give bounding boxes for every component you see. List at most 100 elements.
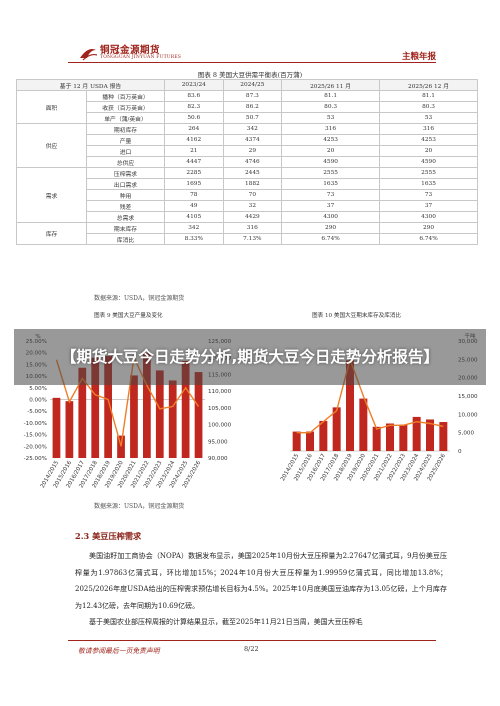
- table-cell: 80.3: [379, 101, 478, 113]
- y-tick-label: -20.00%: [24, 444, 47, 450]
- table-cell: 53: [281, 112, 381, 124]
- production-bar: [181, 361, 190, 458]
- table-cell: 37: [281, 200, 381, 212]
- table-item-cell: 压榨需求: [86, 167, 165, 179]
- y2-tick-label: 105,000: [208, 406, 232, 412]
- table-cell: 50.6: [164, 112, 224, 124]
- table-cell: 87.3: [222, 90, 283, 102]
- ending-stock-chart: 千吨05,00010,00015,00020,00025,00030,00020…: [280, 332, 478, 482]
- ending-stock-bar: [372, 426, 381, 451]
- table-item-cell: 单产（蒲/英亩）: [86, 112, 165, 124]
- section-heading: 2.3 美豆压榨需求: [75, 531, 142, 541]
- table-row: 收获（百万英亩） 82.3 86.2 80.3 80.3: [17, 101, 478, 113]
- table-row: 出口需求 1695 1882 1635 1635: [17, 178, 478, 190]
- table-group-cell: 供应: [16, 123, 87, 168]
- table-cell: 6.74%: [379, 233, 478, 245]
- table-item-cell: 总供应: [86, 156, 165, 168]
- source-note: 数据来源：USDA，铜冠金源期货: [94, 295, 185, 302]
- ending-stock-bar: [319, 420, 328, 451]
- table-cell: 4429: [222, 211, 283, 223]
- table-cell: 2445: [222, 167, 283, 179]
- table-cell: 290: [281, 222, 381, 234]
- company-logo-icon: [80, 49, 98, 61]
- table-cell: 4590: [281, 156, 381, 168]
- paragraph: 基于美国农业部压榨周报的计算结果显示，截至2025年11月21日当周，美国大豆压…: [89, 618, 363, 627]
- table-header-cell: 2023/24: [164, 79, 224, 91]
- y-tick-label: 0: [458, 449, 462, 455]
- y-tick-label: -10.00%: [24, 421, 47, 427]
- production-bar: [104, 356, 112, 458]
- brand-name: 铜冠金源期货: [100, 45, 161, 56]
- table-cell: 4590: [379, 156, 478, 168]
- table-cell: 2555: [281, 167, 381, 179]
- table-group-cell: 需求: [16, 167, 87, 223]
- table-row: 总需求 4105 4429 4300 4300: [17, 211, 478, 223]
- headline-text: 【期货大豆今日走势分析,期货大豆今日走势分析报告】: [61, 347, 439, 366]
- table-cell: 264: [164, 123, 224, 135]
- header-divider: [68, 62, 436, 63]
- table-cell: 29: [222, 145, 283, 157]
- ending-stock-bar: [412, 416, 421, 451]
- table-cell: 73: [379, 189, 478, 201]
- table-cell: 316: [281, 123, 381, 135]
- ending-stock-bar: [386, 423, 394, 451]
- ending-stock-bar: [359, 398, 368, 451]
- ending-stock-bar: [439, 422, 448, 451]
- table-row: 进口 21 29 20 20: [17, 145, 478, 157]
- table-cell: 4300: [379, 211, 478, 223]
- table-cell: 80.3: [281, 101, 381, 113]
- table-cell: 2555: [379, 167, 478, 179]
- source-note-2: 数据来源：USDA，铜冠金源期货: [94, 503, 185, 510]
- ending-stock-bar: [346, 360, 354, 451]
- table-cell: 4374: [222, 134, 283, 146]
- table-item-cell: 期末库存: [86, 222, 165, 234]
- table-cell: 4447: [164, 156, 224, 168]
- production-bar: [143, 352, 151, 458]
- y-tick-label: 0.00%: [29, 398, 47, 404]
- table-cell: 342: [222, 123, 283, 135]
- y-tick-label: 15,000: [458, 394, 478, 400]
- footer-disclaimer: 敬请参阅最后一页免责声明: [78, 647, 160, 655]
- production-bar: [65, 401, 74, 458]
- paragraph: 美国油籽加工商协会（NOPA）数据发布显示，美国2025年10月份大豆压榨量为2…: [75, 552, 447, 610]
- y-tick-label: -25.00%: [24, 456, 47, 462]
- headline-overlay: 【期货大豆今日走势分析,期货大豆今日走势分析报告】: [14, 329, 486, 385]
- y2-tick-label: 100,000: [208, 423, 232, 429]
- table-cell: 83.6: [164, 90, 224, 102]
- table-item-cell: 收获（百万英亩）: [86, 101, 165, 113]
- table-cell: 81.1: [379, 90, 478, 102]
- table-row: 库消比 8.33% 7.13% 6.74% 6.74%: [17, 233, 478, 245]
- table-cell: 7.13%: [222, 233, 283, 245]
- table-item-cell: 出口需求: [86, 178, 165, 190]
- stock-ratio-line: [296, 356, 444, 434]
- table-cell: 2285: [164, 167, 224, 179]
- table-row: 面积 播种（百万英亩） 83.6 87.3 81.1 81.1: [16, 90, 478, 124]
- table-item-cell: 期初库存: [86, 123, 165, 135]
- section-body: 美国油籽加工商协会（NOPA）数据发布显示，美国2025年10月份大豆压榨量为2…: [75, 548, 447, 631]
- table-cell: 4253: [281, 134, 381, 146]
- table-item-cell: 残差: [86, 200, 165, 212]
- production-chart: %-25.00%-20.00%-15.00%-10.00%-5.00%0.00%…: [24, 334, 232, 489]
- table-row: 供应 期初库存 264 342 316 316: [16, 123, 478, 168]
- production-bar: [117, 435, 125, 458]
- table-header-cell: 2025/26 11 月: [281, 79, 381, 91]
- production-bar: [78, 367, 87, 458]
- table-group-cell: 面积: [16, 90, 87, 124]
- y-tick-label: 10,000: [458, 412, 478, 418]
- table-row: 需求 压榨需求 2285 2445 2555 2555: [16, 167, 478, 223]
- y2-tick-label: 110,000: [208, 389, 232, 395]
- y-tick-label: -15.00%: [24, 433, 47, 439]
- table-cell: 6.74%: [281, 233, 381, 245]
- table-header-row: 基于 12 月 USDA 报告 2023/24 2024/25 2025/26 …: [16, 79, 478, 91]
- table-cell: 4105: [164, 211, 224, 223]
- chart-title-right: 图表 10 美国大豆期末库存及库消比: [312, 313, 401, 319]
- ending-stock-bar: [399, 424, 408, 451]
- table-item-cell: 产量: [86, 134, 165, 146]
- table-row: 种用 78 70 73 73: [17, 189, 478, 201]
- table-item-cell: 总需求: [86, 211, 165, 223]
- table-header-cell: 2024/25: [222, 79, 283, 91]
- table-title: 图表 8 美国大豆供需平衡表(百万蒲): [197, 71, 303, 79]
- footer-divider: [68, 640, 436, 641]
- supply-demand-table: 基于 12 月 USDA 报告 2023/24 2024/25 2025/26 …: [16, 79, 478, 245]
- table-cell: 1695: [164, 178, 224, 190]
